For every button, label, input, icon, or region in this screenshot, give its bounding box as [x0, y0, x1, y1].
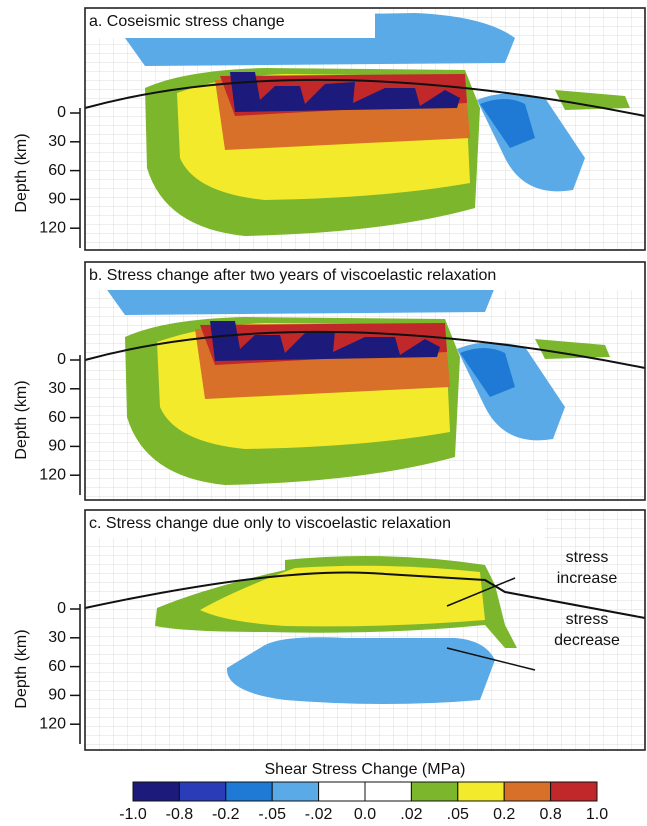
stress-decrease [226, 637, 495, 704]
panel-frame [84, 509, 646, 751]
colorbar-title: Shear Stress Change (MPa) [265, 761, 466, 778]
panel-title: a. Coseismic stress change [89, 13, 285, 30]
colorbar-cell [364, 781, 412, 802]
y-axis-label: Depth (km) [13, 629, 30, 708]
colorbar-cell [132, 781, 180, 802]
y-tick-label: 60 [48, 658, 66, 675]
annotation: stress [566, 611, 609, 628]
leader-line [446, 577, 516, 607]
y-tick-label: 90 [48, 687, 66, 704]
colorbar-tick-label: .05 [447, 806, 469, 823]
annotation: stress [566, 549, 609, 566]
panel-title: b. Stress change after two years of visc… [89, 267, 496, 284]
panel-frame [84, 7, 646, 251]
y-tick-label: 0 [57, 600, 66, 617]
colorbar-tick-label: 0.8 [539, 806, 561, 823]
stress-increase-core [200, 565, 485, 627]
y-tick-label: 120 [39, 715, 66, 732]
colorbar-tick-label: -0.8 [166, 806, 194, 823]
y-tick-label: 0 [57, 351, 66, 368]
y-tick-label: 30 [48, 380, 66, 397]
panel-title: c. Stress change due only to viscoelasti… [89, 515, 451, 532]
y-tick-label: 30 [48, 133, 66, 150]
annotation: increase [557, 570, 618, 587]
colorbar-tick-label: 0.0 [354, 806, 376, 823]
y-tick-label: 90 [48, 191, 66, 208]
colorbar-tick-label: -.02 [305, 806, 333, 823]
y-tick-label: 60 [48, 409, 66, 426]
colorbar-tick-label: .02 [400, 806, 422, 823]
colorbar-cell [503, 781, 552, 802]
annotation: decrease [554, 632, 620, 649]
y-tick-label: 90 [48, 438, 66, 455]
y-tick-label: 120 [39, 219, 66, 236]
y-axis-label: Depth (km) [13, 133, 30, 212]
colorbar-tick-label: -0.2 [212, 806, 240, 823]
y-tick-label: 120 [39, 466, 66, 483]
y-tick-label: 30 [48, 629, 66, 646]
y-axis-label: Depth (km) [13, 380, 30, 459]
colorbar-tick-label: 1.0 [586, 806, 608, 823]
colorbar-cell [550, 781, 598, 802]
colorbar-cell [271, 781, 320, 802]
colorbar-tick-label: 0.2 [493, 806, 515, 823]
colorbar-cell [225, 781, 273, 802]
leader-line [446, 647, 536, 671]
colorbar-tick-label: -.05 [258, 806, 286, 823]
y-tick-label: 0 [57, 104, 66, 121]
surface-line [84, 571, 646, 619]
surface-line [84, 330, 646, 369]
colorbar-cell [457, 781, 505, 802]
colorbar-cell [410, 781, 459, 802]
colorbar-cell [318, 781, 366, 802]
y-tick-label: 60 [48, 162, 66, 179]
colorbar-cell [178, 781, 227, 802]
panel-frame [84, 261, 646, 501]
surface-line [84, 78, 646, 117]
colorbar-tick-label: -1.0 [119, 806, 147, 823]
